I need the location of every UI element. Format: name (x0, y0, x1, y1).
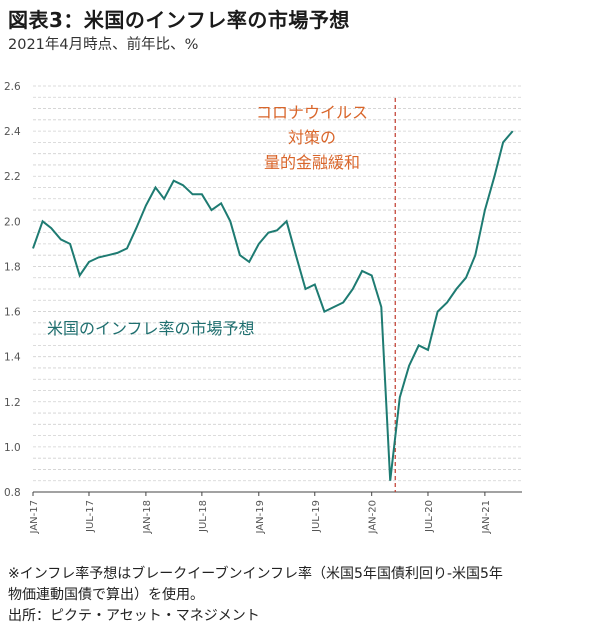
x-tick-label: JAN-17 (29, 500, 40, 534)
x-tick-label: JUL-20 (424, 500, 435, 533)
series-line-inflation-expectation (32, 130, 514, 481)
y-tick-label: 1.8 (4, 261, 21, 273)
footnote-line-2: 物価連動国債で算出）を使用。 (8, 587, 204, 603)
footnote: ※インフレ率予想はブレークイーブンインフレ率（米国5年国債利回り-米国5年 物価… (8, 564, 588, 627)
y-tick-label: 1.0 (4, 442, 21, 454)
annotation-line: 量的金融緩和 (264, 153, 360, 172)
y-tick-label: 2.0 (4, 216, 21, 228)
x-tick-label: JUL-18 (198, 500, 209, 533)
x-tick-label: JAN-21 (481, 500, 492, 534)
grid-lines (33, 85, 522, 493)
x-tick-label: JUL-19 (311, 500, 322, 533)
annotation-line: 対策の (288, 128, 336, 147)
x-tick-label: JAN-20 (368, 500, 379, 534)
y-tick-label: 1.4 (4, 352, 21, 364)
annotation-line: コロナウイルス (256, 103, 368, 122)
x-tick-label: JUL-17 (85, 500, 96, 533)
chart-title: 図表3：米国のインフレ率の市場予想 (8, 8, 350, 32)
series-label: 米国のインフレ率の市場予想 (47, 319, 255, 338)
y-tick-label: 0.8 (4, 487, 21, 499)
y-tick-label: 2.4 (4, 126, 21, 138)
chart-subtitle: 2021年4月時点、前年比、% (8, 37, 199, 53)
line-chart: 2.6 2.4 2.2 2.0 1.8 1.6 1.4 1.2 1.0 0.8 JAN-17 JUL… (4, 81, 522, 534)
x-tick-label: JAN-18 (142, 500, 153, 534)
x-axis-ticks: JAN-17 JUL-17 JAN-18 JUL-18 JAN-19 JUL-19 JAN-… (29, 492, 492, 534)
y-tick-label: 2.6 (4, 81, 21, 93)
footnote-line-1: ※インフレ率予想はブレークイーブンインフレ率（米国5年国債利回り-米国5年 (8, 566, 503, 582)
x-tick-label: JAN-19 (255, 500, 266, 534)
y-tick-label: 1.6 (4, 307, 21, 319)
y-tick-label: 2.2 (4, 171, 21, 183)
footnote-line-3: 出所：ピクテ・アセット・マネジメント (8, 608, 260, 624)
y-tick-label: 1.2 (4, 397, 21, 409)
y-axis-ticks: 2.6 2.4 2.2 2.0 1.8 1.6 1.4 1.2 1.0 0.8 (4, 81, 21, 499)
